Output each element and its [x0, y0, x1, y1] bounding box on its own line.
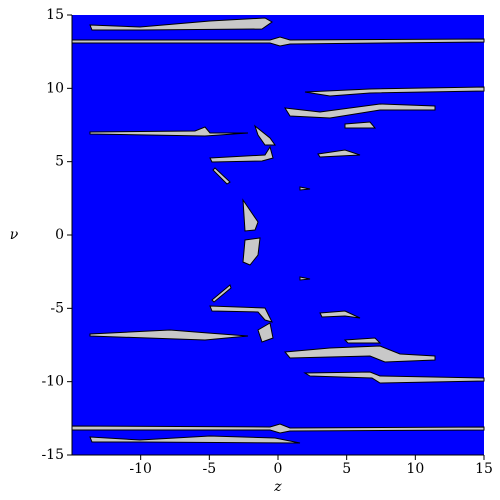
region [257, 322, 274, 343]
y-tick-label: -5 [50, 300, 64, 316]
region [89, 435, 301, 444]
region [299, 276, 311, 281]
y-tick-label: 5 [55, 154, 64, 170]
y-axis-label: ν [10, 227, 19, 243]
region [304, 86, 485, 97]
region [253, 124, 276, 146]
x-axis-label: z [273, 479, 282, 495]
region [71, 423, 485, 434]
region [209, 145, 274, 163]
y-tick-label: 0 [55, 227, 64, 243]
y-tick-label: 10 [46, 80, 64, 96]
plot-area [72, 15, 484, 455]
x-tick-label: 0 [274, 461, 283, 477]
region [284, 103, 436, 119]
region [317, 149, 361, 158]
region [319, 310, 361, 319]
region [89, 17, 273, 31]
x-tick-label: -5 [203, 461, 217, 477]
region [212, 167, 231, 185]
y-tick-label: -15 [41, 447, 64, 463]
region [211, 284, 232, 303]
region [89, 329, 249, 341]
region [71, 36, 485, 47]
region [284, 345, 436, 363]
x-tick-label: -10 [129, 461, 152, 477]
y-tick-label: -10 [41, 374, 64, 390]
region [344, 121, 377, 129]
region [209, 305, 273, 323]
region [343, 337, 382, 344]
x-tick-label: 15 [475, 461, 493, 477]
region [242, 198, 259, 232]
region [299, 186, 311, 191]
regions [71, 17, 485, 444]
region [89, 126, 249, 137]
region [242, 237, 261, 266]
x-tick-label: 5 [342, 461, 351, 477]
x-tick-label: 10 [406, 461, 424, 477]
region [303, 371, 485, 384]
y-tick-label: 15 [46, 7, 64, 23]
